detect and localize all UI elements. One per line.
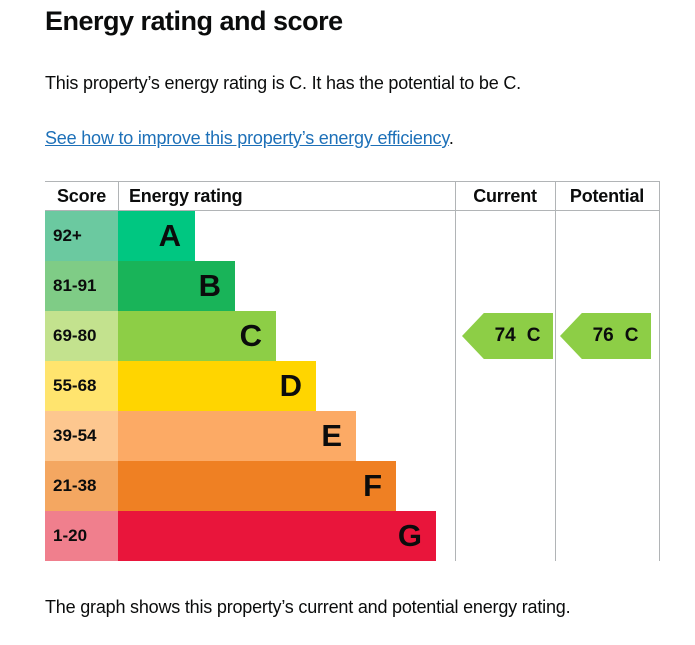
band-bar-e: E	[118, 411, 356, 461]
current-rating-value: 74	[494, 325, 516, 346]
link-period: .	[448, 128, 454, 148]
band-score-label: 81-91	[45, 261, 118, 311]
band-bar-b: B	[118, 261, 235, 311]
band-bar-d: D	[118, 361, 316, 411]
header-energy-rating: Energy rating	[118, 182, 455, 210]
improve-link-line: See how to improve this property’s energ…	[45, 128, 695, 149]
current-column-divider	[455, 182, 456, 561]
band-row-a: 92+ A	[45, 211, 659, 261]
energy-rating-page: Energy rating and score This property’s …	[45, 6, 695, 617]
band-row-g: 1-20 G	[45, 511, 659, 561]
band-row-f: 21-38 F	[45, 461, 659, 511]
chart-header-row: Score Energy rating Current Potential	[45, 182, 659, 211]
chart-body: 92+ A 81-91 B 69-80 C 55-68 D 39-54 E 21…	[45, 211, 659, 561]
band-score-label: 55-68	[45, 361, 118, 411]
band-bar-f: F	[118, 461, 396, 511]
band-bar-c: C	[118, 311, 276, 361]
rating-summary-text: This property’s energy rating is C. It h…	[45, 73, 521, 93]
page-title: Energy rating and score	[45, 6, 343, 36]
header-score: Score	[56, 185, 107, 206]
improve-efficiency-link[interactable]: See how to improve this property’s energ…	[45, 128, 449, 148]
band-row-b: 81-91 B	[45, 261, 659, 311]
potential-column-divider	[555, 182, 556, 561]
potential-rating-band: C	[624, 325, 639, 346]
band-letter: D	[279, 368, 302, 403]
current-rating-band: C	[526, 325, 541, 346]
band-score-label: 39-54	[45, 411, 118, 461]
band-bar-a: A	[118, 211, 195, 261]
band-score-label: 92+	[45, 211, 118, 261]
potential-rating-value: 76	[592, 325, 614, 346]
chart-caption: The graph shows this property’s current …	[45, 597, 571, 617]
energy-rating-chart: Score Energy rating Current Potential 92…	[45, 181, 660, 561]
band-bar-g: G	[118, 511, 436, 561]
band-letter: C	[239, 318, 262, 353]
band-score-label: 1-20	[45, 511, 118, 561]
band-score-label: 21-38	[45, 461, 118, 511]
header-current: Current	[473, 185, 537, 206]
band-letter: A	[158, 218, 181, 253]
band-row-c: 69-80 C	[45, 311, 659, 361]
current-rating-arrow: 74 C	[462, 313, 553, 359]
band-score-label: 69-80	[45, 311, 118, 361]
band-row-e: 39-54 E	[45, 411, 659, 461]
band-row-d: 55-68 D	[45, 361, 659, 411]
band-letter: F	[363, 468, 382, 503]
header-potential: Potential	[569, 185, 645, 206]
band-letter: B	[198, 268, 221, 303]
band-letter: E	[321, 418, 342, 453]
band-letter: G	[397, 518, 422, 553]
potential-rating-arrow: 76 C	[560, 313, 651, 359]
